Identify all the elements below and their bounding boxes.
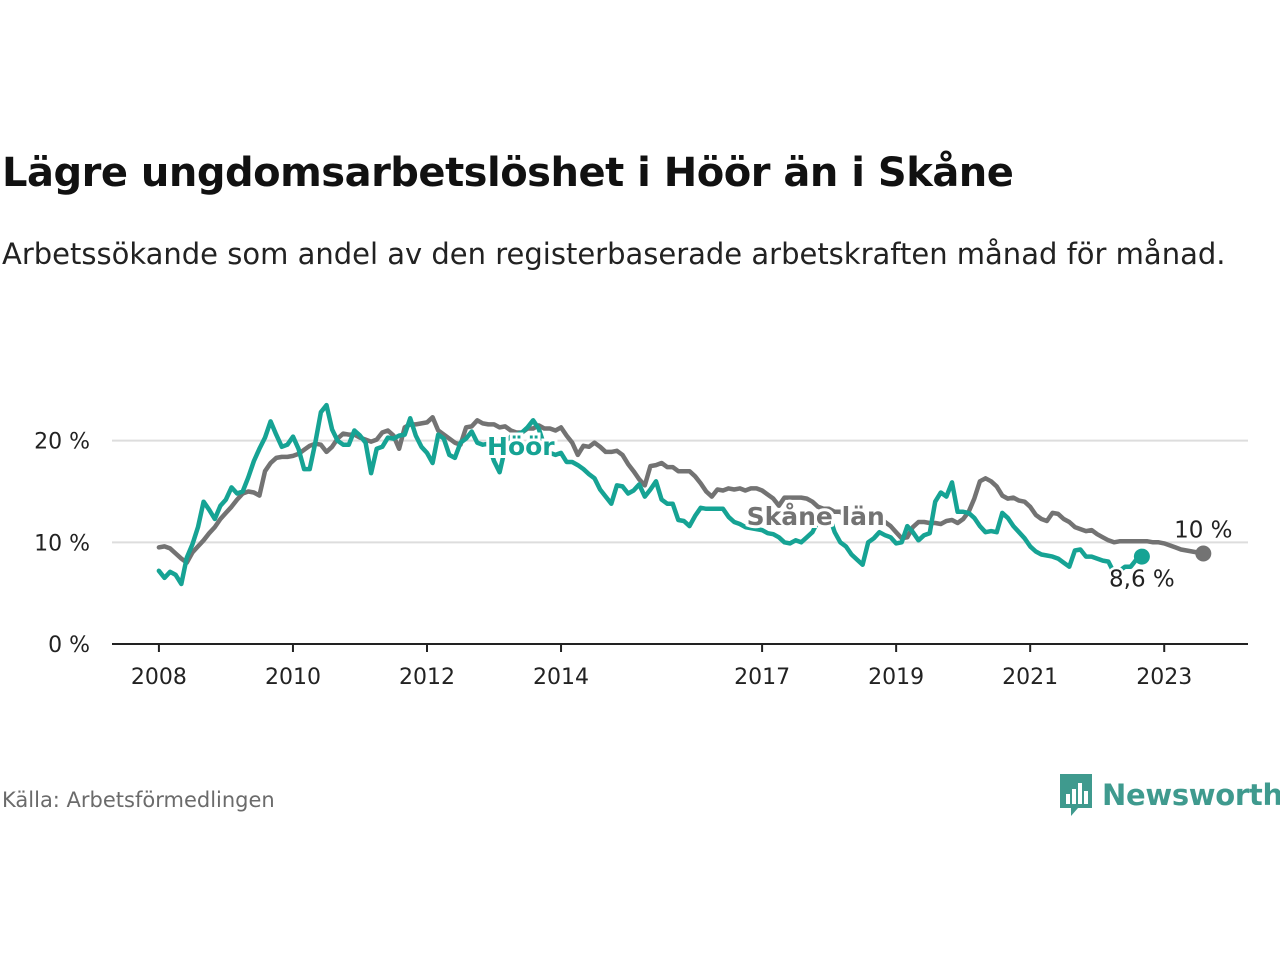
y-axis-tick-labels: 0 % 10 % 20 % [34,430,90,658]
brand-name: Newsworthy [1102,778,1280,812]
end-point-hoor [1133,548,1150,565]
y-tick-label: 10 % [34,531,90,556]
x-axis [112,643,1248,652]
x-axis-tick-labels: 2008 2010 2012 2014 2017 2019 2021 2023 [131,665,1192,690]
x-tick-label: 2021 [1002,665,1058,690]
gridlines [112,439,1248,544]
chart-subtitle: Arbetssökande som andel av den registerb… [2,237,1226,271]
series-labels: Skåne län 10 % Höör 8,6 % [484,429,1235,595]
newsworthy-logo-icon [1060,774,1092,816]
x-tick-label: 2008 [131,665,187,690]
x-tick-label: 2019 [868,665,924,690]
series-line-skane [156,415,1206,565]
chart-title: Lägre ungdomsarbetslöshet i Höör än i Sk… [2,150,1014,196]
end-point-skane [1195,545,1212,562]
series-lines [156,402,1212,587]
y-tick-label: 20 % [34,430,90,455]
x-tick-label: 2012 [399,665,455,690]
end-label-skane: 10 % [1174,518,1232,544]
series-label-skane: Skåne län [747,502,885,531]
x-tick-label: 2023 [1136,665,1192,690]
x-tick-label: 2014 [533,665,589,690]
series-line-hoor [156,402,1145,587]
source-note: Källa: Arbetsförmedlingen [2,788,275,812]
end-label-hoor: 8,6 % [1109,567,1175,593]
x-tick-label: 2010 [265,665,321,690]
y-tick-label: 0 % [48,633,90,658]
x-tick-label: 2017 [734,665,790,690]
brand-logo[interactable]: Newsworthy [1058,772,1280,818]
series-label-hoor: Höör [487,432,555,461]
